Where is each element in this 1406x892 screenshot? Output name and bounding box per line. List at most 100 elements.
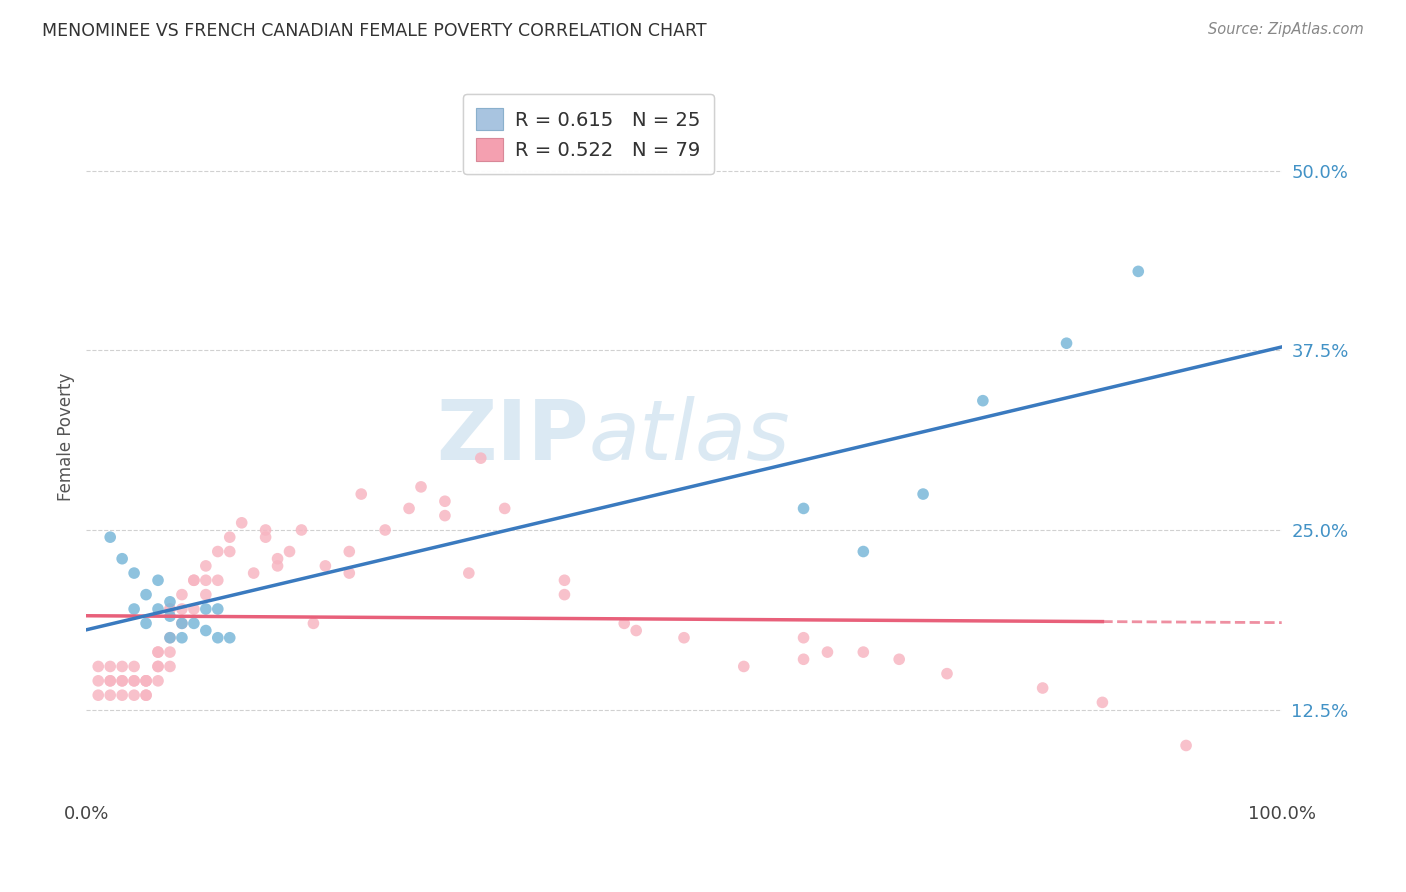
Point (135, 588, 157, 602)
Point (433, 494, 456, 508)
Point (553, 588, 575, 602)
Point (1056, 336, 1078, 351)
Point (159, 631, 181, 645)
Point (183, 602, 205, 616)
Point (111, 551, 134, 566)
Point (936, 666, 959, 681)
Point (457, 566, 479, 580)
Point (194, 574, 217, 588)
Point (146, 673, 169, 688)
Point (912, 487, 935, 501)
Text: atlas: atlas (588, 396, 790, 477)
Point (254, 530, 277, 544)
Point (409, 480, 432, 494)
Point (553, 574, 575, 588)
Point (194, 602, 217, 616)
Point (183, 574, 205, 588)
Point (266, 551, 288, 566)
Point (98, 530, 121, 544)
Point (972, 393, 994, 408)
Point (159, 659, 181, 673)
Point (1128, 264, 1150, 278)
Point (159, 602, 181, 616)
Point (817, 645, 839, 659)
Point (98, 688, 121, 702)
Point (266, 558, 288, 573)
Point (135, 616, 157, 631)
Point (135, 673, 157, 688)
Point (1032, 681, 1054, 695)
Point (194, 624, 217, 638)
Point (170, 588, 193, 602)
Point (254, 523, 277, 537)
Point (135, 688, 157, 702)
Point (146, 602, 169, 616)
Point (122, 673, 145, 688)
Text: Source: ZipAtlas.com: Source: ZipAtlas.com (1208, 22, 1364, 37)
Point (122, 659, 145, 673)
Point (183, 574, 205, 588)
Point (733, 659, 755, 673)
Point (672, 631, 695, 645)
Point (889, 652, 911, 666)
Point (231, 516, 253, 530)
Point (98, 673, 121, 688)
Point (159, 602, 181, 616)
Y-axis label: Female Poverty: Female Poverty (58, 373, 75, 500)
Point (218, 631, 240, 645)
Point (350, 487, 373, 501)
Point (207, 631, 229, 645)
Point (135, 673, 157, 688)
Point (218, 544, 240, 558)
Point (170, 602, 193, 616)
Point (852, 544, 875, 558)
Point (111, 688, 134, 702)
Point (494, 501, 516, 516)
Point (374, 523, 396, 537)
Point (302, 616, 325, 631)
Point (159, 609, 181, 624)
Point (470, 451, 492, 466)
Point (793, 631, 815, 645)
Point (98, 659, 121, 673)
Point (146, 574, 169, 588)
Point (1091, 695, 1114, 709)
Point (624, 624, 647, 638)
Point (159, 645, 181, 659)
Point (793, 501, 815, 516)
Point (111, 673, 134, 688)
Text: MENOMINEE VS FRENCH CANADIAN FEMALE POVERTY CORRELATION CHART: MENOMINEE VS FRENCH CANADIAN FEMALE POVE… (42, 22, 707, 40)
Point (207, 544, 229, 558)
Point (337, 544, 360, 558)
Point (183, 616, 205, 631)
Point (207, 574, 229, 588)
Point (87, 659, 110, 673)
Point (122, 688, 145, 702)
Point (613, 616, 636, 631)
Point (170, 631, 193, 645)
Point (122, 673, 145, 688)
Point (170, 616, 193, 631)
Point (290, 523, 312, 537)
Point (207, 602, 229, 616)
Point (111, 673, 134, 688)
Point (159, 631, 181, 645)
Point (194, 588, 217, 602)
Point (278, 544, 301, 558)
Point (314, 558, 336, 573)
Point (135, 673, 157, 688)
Point (170, 616, 193, 631)
Point (433, 508, 456, 523)
Point (146, 645, 169, 659)
Legend: R = 0.615   N = 25, R = 0.522   N = 79: R = 0.615 N = 25, R = 0.522 N = 79 (463, 95, 714, 174)
Point (1175, 739, 1198, 753)
Point (135, 688, 157, 702)
Point (398, 501, 420, 516)
Point (98, 673, 121, 688)
Point (159, 595, 181, 609)
Text: ZIP: ZIP (436, 396, 588, 477)
Point (242, 566, 264, 580)
Point (111, 659, 134, 673)
Point (793, 652, 815, 666)
Point (146, 645, 169, 659)
